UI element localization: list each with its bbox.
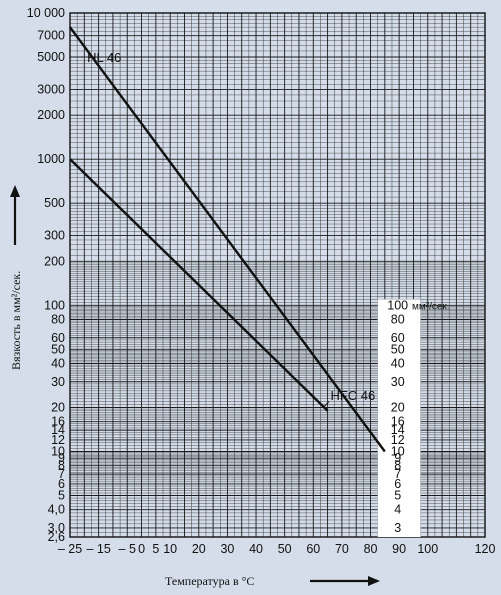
y-tick-label: 3,0: [48, 521, 65, 535]
right-scale-tick-label: 30: [391, 375, 405, 389]
x-tick-label: 20: [192, 542, 206, 556]
x-tick-label: – 25: [58, 542, 82, 556]
series-label-leader-hfc-46: [322, 401, 330, 408]
y-tick-label: 1000: [37, 152, 65, 166]
right-scale-tick-label: 14: [391, 423, 405, 437]
x-tick-label: – 15: [86, 542, 110, 556]
y-tick-label: 100: [44, 298, 65, 312]
x-tick-label: 80: [364, 542, 378, 556]
y-tick-label: 80: [51, 312, 65, 326]
x-tick-label: 40: [249, 542, 263, 556]
x-axis-arrowhead: [368, 576, 380, 586]
y-tick-label: 60: [51, 331, 65, 345]
y-axis-arrowhead: [10, 185, 20, 197]
right-scale-panel: [377, 299, 421, 537]
x-tick-label: 60: [306, 542, 320, 556]
right-scale-tick-label: 50: [391, 342, 405, 356]
x-tick-labels: – 25 – 15 – 5 0 5 10 20 30 40 50 60 70 80 90 100 120: [58, 542, 496, 556]
right-scale-tick-label: 40: [391, 356, 405, 370]
y-tick-label: 7000: [37, 29, 65, 43]
y-tick-label: 8: [58, 459, 65, 473]
x-axis-label: Температура в °C: [165, 574, 254, 588]
y-tick-label: 2000: [37, 108, 65, 122]
series-lines: [69, 26, 386, 453]
x-tick-label: 5: [152, 542, 159, 556]
x-tick-label: 90: [392, 542, 406, 556]
x-tick-label: 30: [220, 542, 234, 556]
right-scale-tick-label: 6: [394, 477, 401, 491]
y-tick-label: 10: [51, 444, 65, 458]
y-tick-label: 50: [51, 342, 65, 356]
y-axis-label: Вязкость в мм²/сек.: [9, 271, 23, 370]
x-tick-label: 100: [417, 542, 438, 556]
series-labels: HL 46 HFC 46: [80, 50, 375, 408]
y-tick-label: 4,0: [48, 503, 65, 517]
series-line-hfc-46: [69, 158, 329, 412]
right-scale-tick-label: 8: [394, 459, 401, 473]
right-scale-tick-label: 60: [391, 331, 405, 345]
right-scale-tick-label: 10: [391, 444, 405, 458]
series-label-hfc-46: HFC 46: [330, 388, 375, 403]
y-axis-title: Вязкость в мм²/сек.: [9, 185, 23, 370]
right-scale-tick-label: 100: [387, 298, 408, 312]
right-scale-tick-label: 16: [391, 415, 405, 429]
series-line-hl-46: [69, 26, 386, 453]
x-tick-label: – 5: [119, 542, 136, 556]
right-scale-tick-label: 20: [391, 400, 405, 414]
y-tick-label: 40: [51, 356, 65, 370]
y-tick-label: 20: [51, 400, 65, 414]
right-scale-tick-label: 3: [394, 521, 401, 535]
y-tick-label: 14: [51, 423, 65, 437]
right-scale-tick-label: 4: [394, 503, 401, 517]
right-scale-unit-label: мм²/сек.: [412, 301, 450, 312]
x-tick-label: 10: [163, 542, 177, 556]
right-scale-tick-label: 5: [394, 488, 401, 502]
y-tick-label: 10 000: [27, 6, 65, 20]
x-axis-title: Температура в °C: [165, 574, 380, 588]
y-tick-label: 5: [58, 488, 65, 502]
y-tick-label: 3000: [37, 82, 65, 96]
right-scale-tick-label: 80: [391, 312, 405, 326]
x-tick-label: 50: [278, 542, 292, 556]
x-tick-label: 70: [335, 542, 349, 556]
y-tick-label: 30: [51, 375, 65, 389]
series-label-hl-46: HL 46: [87, 50, 121, 65]
plot-frame: [69, 12, 486, 538]
y-tick-label: 16: [51, 415, 65, 429]
right-scale-tick-label: 7: [394, 467, 401, 481]
y-tick-label: 200: [44, 254, 65, 268]
y-tick-label: 12: [51, 433, 65, 447]
x-tick-label: 120: [475, 542, 496, 556]
y-tick-label: 9: [58, 451, 65, 465]
y-tick-label: 2,6: [48, 530, 65, 544]
right-scale-tick-label: 9: [394, 451, 401, 465]
y-tick-labels: 10 000 7000 5000 3000 2000 1000 500 300 200 10080…: [27, 6, 65, 544]
right-scale-tick-label: 12: [391, 433, 405, 447]
y-tick-label: 7: [58, 467, 65, 481]
y-tick-label: 300: [44, 229, 65, 243]
y-tick-label: 6: [58, 477, 65, 491]
x-tick-label: 0: [138, 542, 145, 556]
y-tick-label: 500: [44, 196, 65, 210]
y-tick-label: 5000: [37, 50, 65, 64]
